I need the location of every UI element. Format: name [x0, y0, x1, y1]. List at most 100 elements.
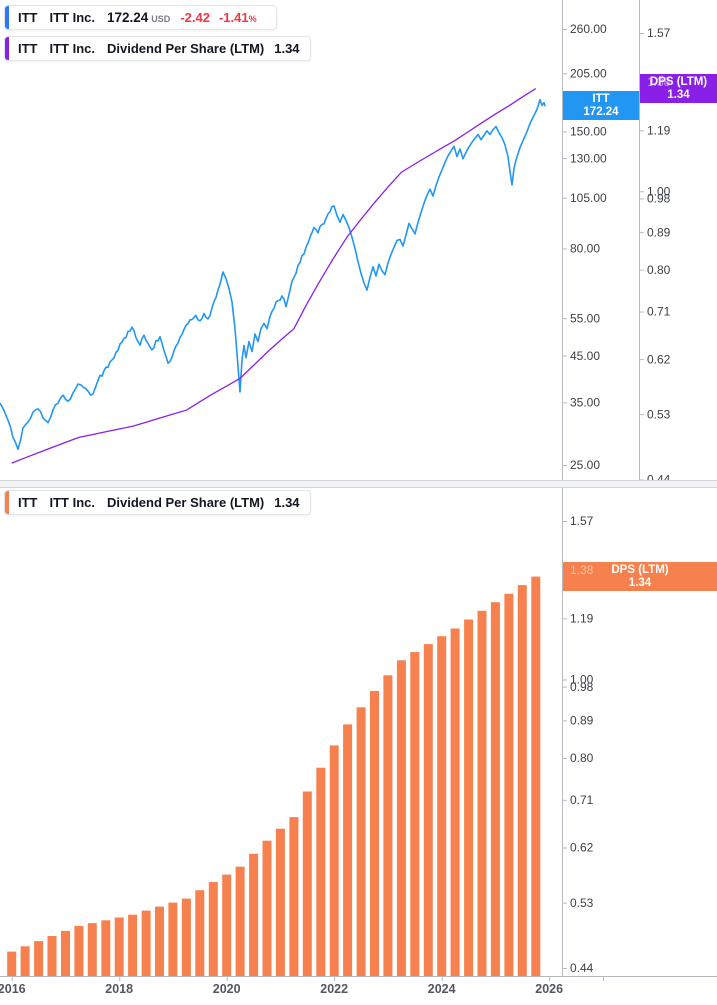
dps-bar	[343, 724, 353, 976]
dps-bar	[329, 745, 339, 976]
top-panel-series	[0, 88, 546, 464]
axis-tick-label[interactable]: 0.71	[570, 793, 594, 807]
axis-tick-label[interactable]: 0.89	[647, 225, 671, 239]
dps-bar	[61, 930, 70, 976]
price-box-symbol: ITT	[592, 93, 610, 105]
axis-tick-label[interactable]: 0.80	[647, 263, 671, 277]
dps-axis-value-box-top[interactable]: 1.38 DPS (LTM) 1.34	[640, 74, 717, 103]
price-axis-value-box[interactable]: ITT 172.24	[563, 91, 639, 120]
dps-bar	[504, 593, 514, 976]
dps-bar	[7, 951, 17, 976]
dps-bar	[356, 707, 366, 976]
year-label[interactable]: 2026	[535, 982, 563, 996]
dps-bar	[47, 936, 57, 976]
time-axis[interactable]: 2016 2018 2020 2022 2024 2026	[0, 976, 604, 996]
axis-tick-label[interactable]: 1.00	[570, 673, 594, 687]
occluded-tick-label: 1.38	[647, 75, 671, 89]
currency-code: USD	[151, 14, 171, 24]
ticker-symbol: ITT	[18, 495, 38, 510]
dps-bar	[222, 874, 232, 976]
axis-tick-label[interactable]: 1.57	[570, 514, 594, 528]
dps-line	[11, 88, 537, 464]
axes: 260.00 205.00 150.00 130.00 105.00 80.00 55.00…	[0, 0, 717, 977]
axis-tick-label[interactable]: 55.00	[570, 311, 600, 325]
axis-tick-label[interactable]: 260.00	[570, 22, 607, 36]
axis-tick-label[interactable]: 1.57	[647, 26, 671, 40]
dps-box-value: 1.34	[628, 577, 652, 589]
price-change-percent: -1.41%	[219, 10, 257, 25]
legend-dps-bottom[interactable]: ITT ITT Inc. Dividend Per Share (LTM) 1.…	[4, 490, 311, 515]
axis-tick-label[interactable]: 0.89	[570, 714, 594, 728]
axis-tick-label[interactable]: 0.98	[570, 680, 594, 694]
axis-tick-label[interactable]: 45.00	[570, 349, 600, 363]
year-label[interactable]: 2016	[0, 982, 26, 996]
axis-tick-label[interactable]: 0.71	[647, 305, 671, 319]
metric-name: Dividend Per Share (LTM)	[107, 495, 265, 510]
dps-bar	[302, 791, 312, 976]
dps-bar	[195, 890, 205, 976]
metric-name: Dividend Per Share (LTM)	[107, 41, 265, 56]
dps-bar	[74, 925, 84, 976]
dps-bar	[235, 866, 245, 976]
dps-bar	[262, 840, 272, 976]
dps-bar	[450, 628, 460, 976]
occluded-tick-label: 1.38	[570, 563, 594, 577]
dps-bar	[168, 902, 178, 976]
axis-tick-label[interactable]: 80.00	[570, 242, 600, 256]
dps-bar	[275, 828, 285, 976]
axis-tick-label[interactable]: 0.98	[647, 192, 671, 206]
axis-tick-label[interactable]: 0.53	[647, 407, 671, 421]
dps-axis-value-box-bottom[interactable]: 1.38 DPS (LTM) 1.34	[563, 562, 717, 591]
axis-tick-label[interactable]: 1.19	[647, 123, 671, 137]
dps-bar	[87, 923, 97, 976]
year-label[interactable]: 2018	[105, 982, 133, 996]
series-color-bar-orange	[5, 491, 9, 514]
axis-tick-label[interactable]: 0.53	[570, 896, 594, 910]
company-name: ITT Inc.	[49, 41, 96, 56]
dps-bar	[531, 576, 541, 976]
dps-bar	[289, 817, 299, 976]
axis-tick-label[interactable]: 35.00	[570, 396, 600, 410]
price-line	[0, 98, 546, 451]
axis-tick-label[interactable]: 25.00	[570, 458, 600, 472]
dps-bar	[34, 941, 44, 976]
axis-tick-label[interactable]: 0.44	[570, 961, 594, 975]
axis-tick-label[interactable]: 0.80	[570, 751, 594, 765]
dps-bar	[208, 882, 218, 976]
axis-tick-label[interactable]: 1.19	[570, 612, 594, 626]
dps-bar	[114, 917, 124, 976]
legend-price-series[interactable]: ITT ITT Inc. 172.24 USD -2.42 -1.41%	[4, 5, 277, 30]
axis-tick-label[interactable]: 1.00	[647, 185, 671, 199]
dps-bar	[249, 853, 259, 976]
year-label[interactable]: 2022	[320, 982, 348, 996]
axis-tick-label[interactable]: 0.62	[570, 841, 594, 855]
panel-divider[interactable]	[0, 480, 717, 488]
dps-bar	[410, 652, 420, 976]
year-label[interactable]: 2020	[213, 982, 241, 996]
metric-value: 1.34	[274, 495, 300, 510]
dps-bar	[141, 910, 151, 976]
ticker-symbol: ITT	[18, 41, 38, 56]
axis-tick-label[interactable]: 105.00	[570, 191, 607, 205]
price-change: -2.42	[180, 10, 210, 25]
dps-bar	[316, 767, 326, 976]
axis-tick-label[interactable]: 130.00	[570, 151, 607, 165]
axis-tick-label[interactable]: 205.00	[570, 66, 607, 80]
axis-tick-label[interactable]: 0.62	[647, 352, 671, 366]
axis-tick-label[interactable]: 150.00	[570, 125, 607, 139]
dps-bar	[464, 619, 474, 976]
last-price: 172.24	[107, 10, 149, 25]
dps-bar	[423, 644, 433, 976]
year-label[interactable]: 2024	[428, 982, 456, 996]
dps-box-title: DPS (LTM)	[611, 564, 669, 576]
company-name: ITT Inc.	[49, 10, 96, 25]
dps-box-title: DPS (LTM)	[649, 76, 708, 88]
legend-dps-overlay[interactable]: ITT ITT Inc. Dividend Per Share (LTM) 1.…	[4, 36, 311, 61]
price-box-value: 172.24	[583, 106, 619, 118]
price-change-percent-value: -1.41	[218, 10, 249, 25]
dps-bar	[128, 914, 138, 976]
dps-bar	[490, 602, 500, 976]
series-color-bar-blue	[5, 6, 9, 29]
